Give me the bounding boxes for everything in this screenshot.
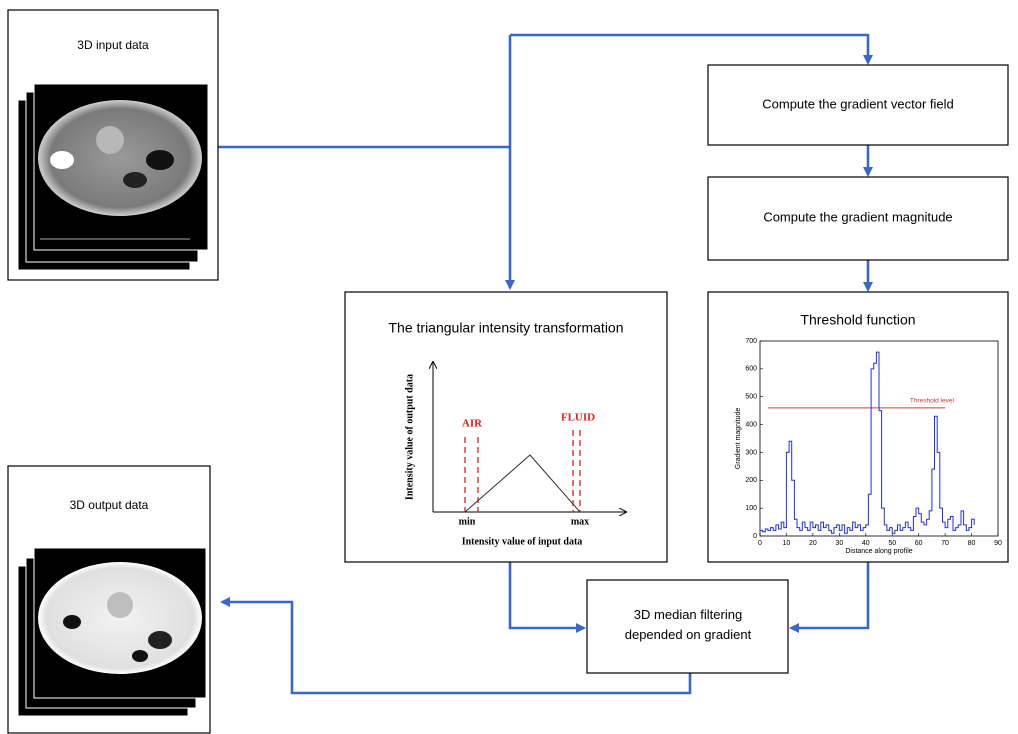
x-tick-label: 60: [915, 540, 923, 547]
node-label: The triangular intensity transformation: [389, 320, 624, 336]
connector: [510, 562, 584, 628]
x-tick-label: 10: [783, 540, 791, 547]
fluid-label: FLUID: [561, 412, 595, 424]
x-axis-label: Distance along profile: [845, 548, 912, 555]
node-label: 3D output data: [70, 498, 149, 512]
max-label: max: [571, 516, 589, 527]
x-tick-label: 70: [941, 540, 949, 547]
node-label: Compute the gradient vector field: [762, 96, 954, 111]
x-tick-label: 20: [809, 540, 817, 547]
x-tick-label: 50: [888, 540, 896, 547]
ct-stack-input: [18, 84, 208, 270]
node-label: Compute the gradient magnitude: [763, 209, 952, 224]
diagram: 3D input data Compute the gradient vecto…: [0, 0, 1018, 734]
y-tick-label: 600: [745, 366, 757, 373]
min-label: min: [459, 516, 476, 527]
y-tick-label: 400: [745, 421, 757, 428]
ct-stack-output: [18, 548, 206, 716]
y-axis-label: Gradient magnitude: [735, 408, 742, 470]
connector: [510, 35, 868, 63]
threshold-label: Threshold level: [910, 398, 955, 405]
x-tick-label: 90: [994, 540, 1002, 547]
node-label: Threshold function: [800, 312, 915, 328]
x-tick-label: 80: [968, 540, 976, 547]
connector: [791, 562, 868, 628]
y-tick-label: 100: [745, 505, 757, 512]
x-tick-label: 30: [835, 540, 843, 547]
node-label: 3D input data: [77, 38, 149, 52]
threshold-plot: 0 10 20 30 40 50 60 70 80 90 0 100 200 300 400 500 600 70…: [735, 338, 1002, 555]
y-tick-label: 200: [745, 477, 757, 484]
air-label: AIR: [462, 418, 483, 430]
y-tick-label: 700: [745, 338, 757, 345]
x-tick-label: 40: [862, 540, 870, 547]
y-tick-label: 0: [753, 533, 757, 540]
x-tick-label: 0: [758, 540, 762, 547]
y-axis-label: Intensity value of output data: [404, 374, 415, 500]
x-axis-label: Intensity value of input data: [462, 536, 583, 547]
y-tick-label: 500: [745, 394, 757, 401]
y-tick-label: 300: [745, 449, 757, 456]
